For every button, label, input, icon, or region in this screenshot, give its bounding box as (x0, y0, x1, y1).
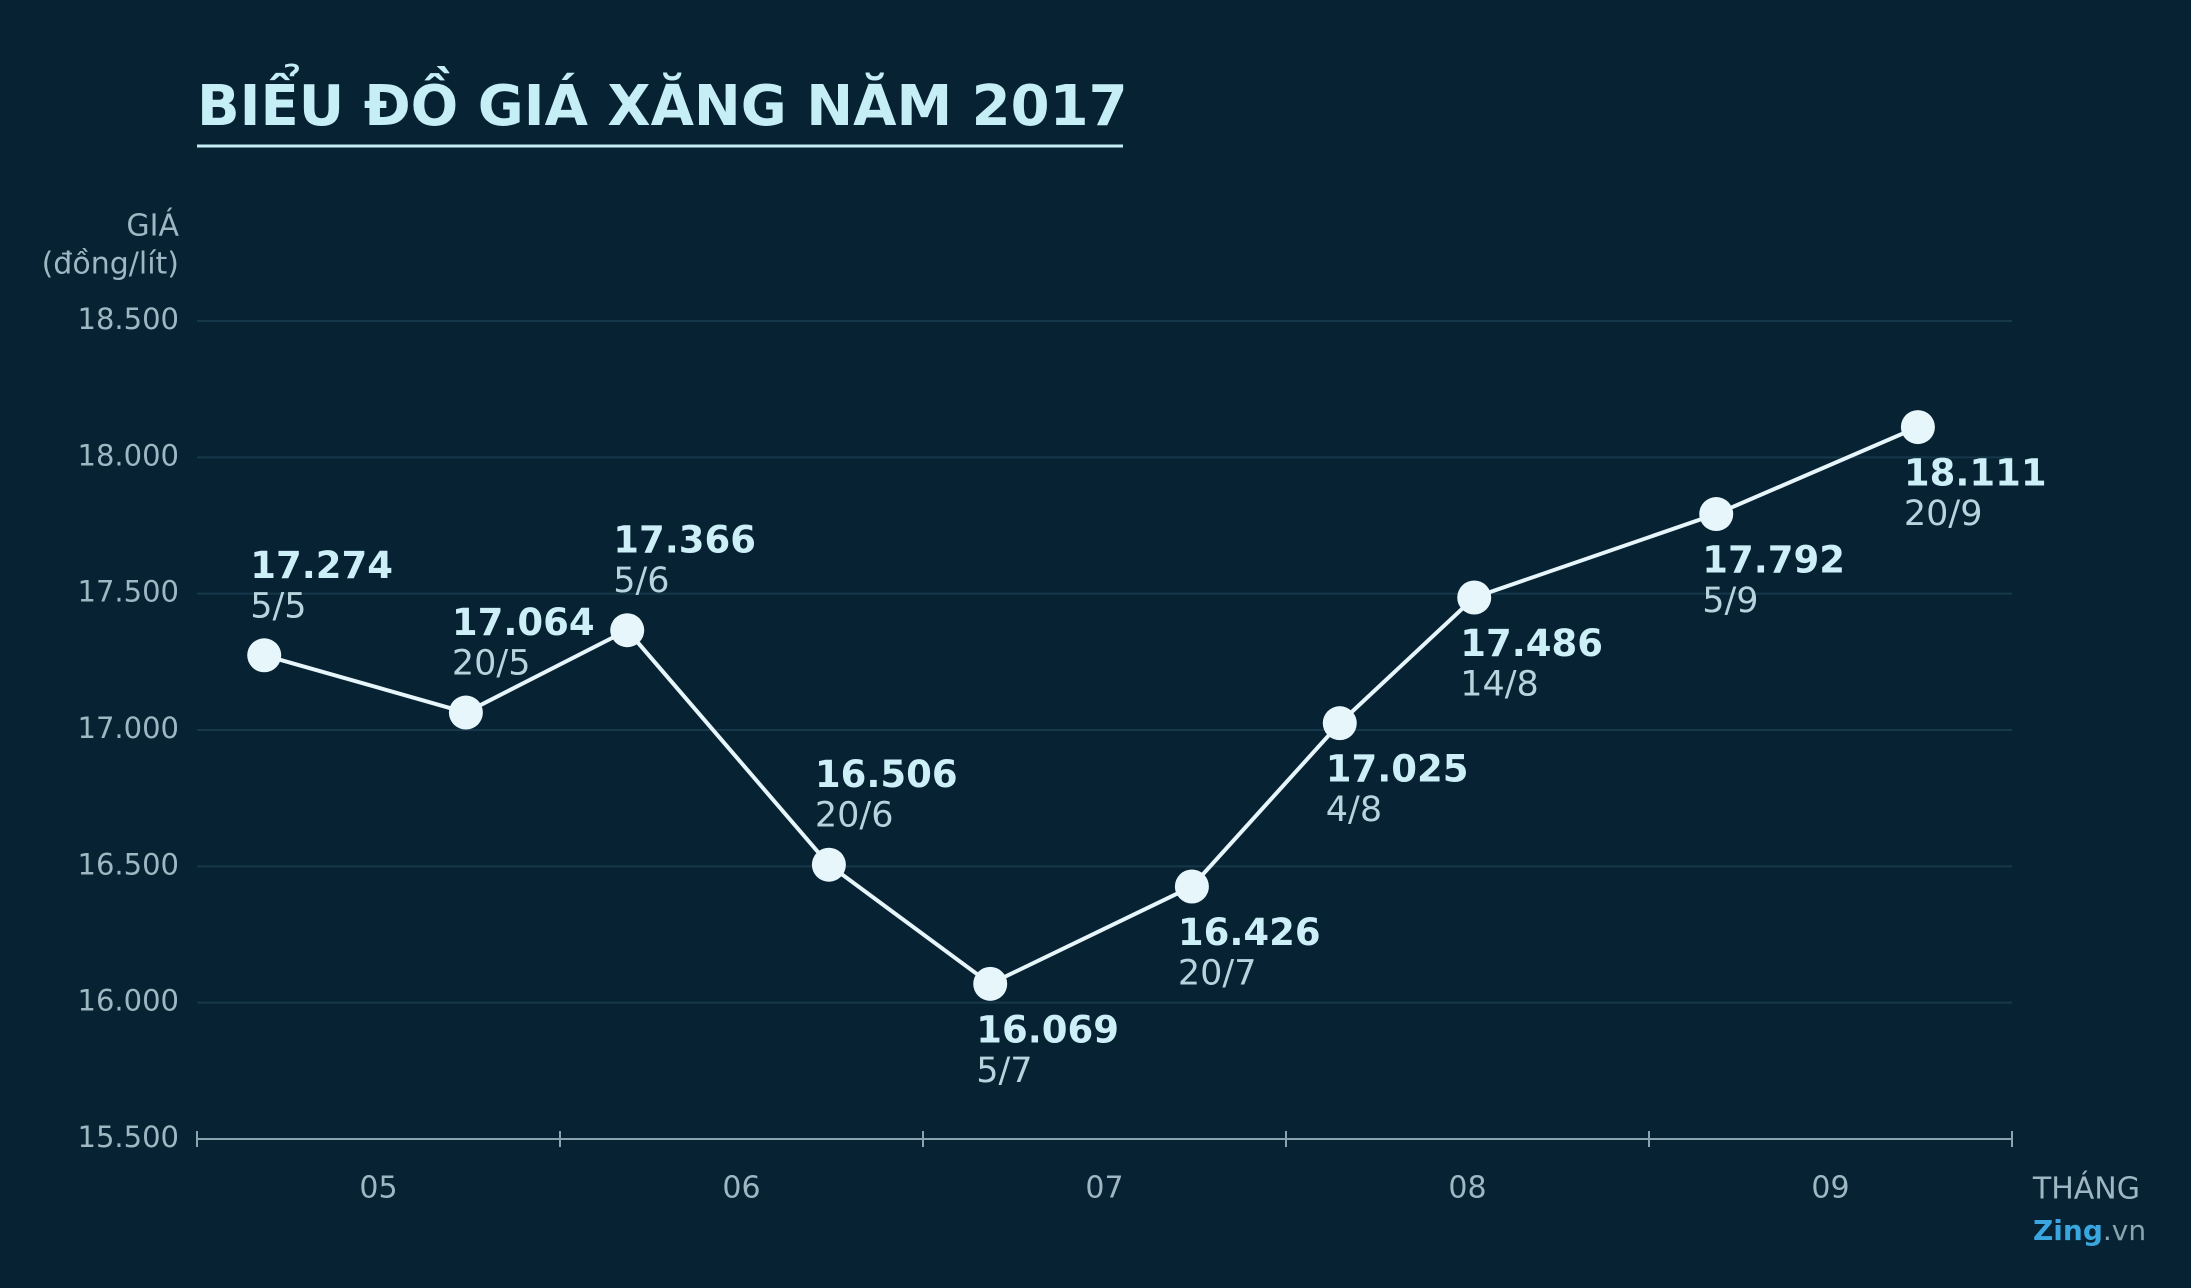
point (448, 695, 483, 730)
value-label: 17.486 (1460, 622, 1603, 665)
line (263, 425, 1919, 987)
date-label: 20/9 (1904, 494, 1983, 534)
date-label: 4/8 (1326, 790, 1382, 830)
point (247, 638, 282, 673)
x-tick-label: 06 (722, 1171, 760, 1206)
point (1900, 410, 1935, 445)
y-tick-label: 16.500 (78, 847, 179, 881)
value-label: 17.366 (613, 519, 756, 562)
x-tick-label: 09 (1811, 1171, 1849, 1206)
value-label: 16.426 (1178, 911, 1321, 954)
date-label: 5/9 (1702, 581, 1758, 621)
y-tick-label: 17.500 (78, 575, 179, 609)
x-tick-label: 07 (1085, 1171, 1123, 1206)
value-label: 18.111 (1904, 452, 2047, 495)
point (973, 966, 1008, 1001)
date-label: 5/7 (976, 1051, 1032, 1091)
logo-suffix: .vn (2103, 1214, 2146, 1247)
y-tick-label: 15.500 (78, 1120, 179, 1154)
y-axis-title: GIÁ (126, 208, 179, 244)
date-label: 20/5 (452, 644, 531, 684)
y-tick-label: 16.000 (78, 984, 179, 1018)
point (1699, 497, 1734, 532)
x-tick-label: 08 (1448, 1171, 1486, 1206)
value-label: 17.064 (452, 601, 595, 644)
value-label: 17.274 (250, 544, 393, 587)
x-axis-title: THÁNG (2032, 1171, 2140, 1207)
value-label: 17.025 (1326, 748, 1469, 791)
y-tick-label: 18.000 (78, 438, 179, 472)
y-tick-label: 18.500 (78, 302, 179, 336)
point (1174, 869, 1209, 904)
point (811, 847, 846, 882)
point (1457, 580, 1492, 615)
date-label: 5/5 (250, 586, 306, 626)
chart-title: BIỂU ĐỒ GIÁ XĂNG NĂM 2017 (197, 65, 1128, 139)
y-tick-label: 17.000 (78, 711, 179, 745)
value-label: 16.069 (976, 1008, 1119, 1051)
date-label: 14/8 (1460, 664, 1539, 704)
point (1322, 706, 1357, 741)
date-label: 5/6 (613, 561, 669, 601)
point (610, 613, 645, 648)
logo-main: Zing (2033, 1214, 2103, 1247)
value-label: 16.506 (815, 753, 958, 796)
value-label: 17.792 (1702, 539, 1845, 582)
x-tick-label: 05 (359, 1171, 397, 1206)
y-axis-unit: (đồng/lít) (42, 247, 179, 282)
logo: Zing.vn (2033, 1214, 2146, 1247)
date-label: 20/7 (1178, 954, 1257, 994)
date-label: 20/6 (815, 796, 894, 836)
